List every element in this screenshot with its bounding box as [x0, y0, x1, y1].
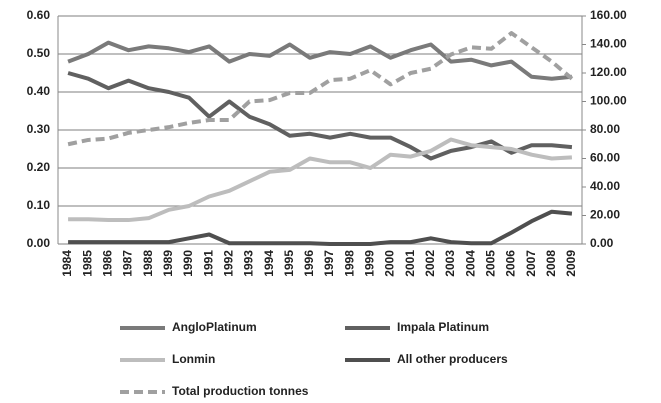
x-tick-label: 2004	[463, 250, 477, 277]
x-tick-label: 2007	[524, 250, 538, 277]
x-tick-label: 1990	[181, 250, 195, 277]
x-tick-label: 1996	[302, 250, 316, 277]
legend-label: Impala Platinum	[397, 320, 489, 334]
x-tick-label: 2001	[403, 250, 417, 277]
y-tick-label: 0.20	[27, 160, 51, 174]
y-tick-label: 0.10	[27, 198, 51, 212]
x-tick-label: 1984	[60, 250, 74, 277]
x-tick-label: 2006	[504, 250, 518, 277]
y2-tick-label: 80.00	[590, 122, 620, 136]
series-line	[68, 137, 573, 223]
series-line	[67, 40, 573, 81]
series-line	[67, 31, 574, 147]
x-tick-label: 1989	[161, 250, 175, 277]
x-tick-label: 1993	[242, 250, 256, 277]
legend-label: Total production tonnes	[172, 384, 309, 398]
x-tick-label: 2000	[383, 250, 397, 277]
series-line	[67, 71, 573, 161]
y2-tick-label: 0.00	[590, 236, 614, 250]
y2-tick-label: 60.00	[590, 151, 620, 165]
y-tick-label: 0.60	[27, 8, 51, 22]
x-tick-label: 1988	[141, 250, 155, 277]
x-tick-label: 1994	[262, 250, 276, 277]
legend-label: Lonmin	[172, 352, 215, 366]
x-tick-label: 2009	[564, 250, 578, 277]
x-tick-label: 2002	[423, 250, 437, 277]
x-tick-label: 1997	[322, 250, 336, 277]
legend-label: AngloPlatinum	[172, 320, 257, 334]
y2-tick-label: 20.00	[590, 208, 620, 222]
y2-tick-label: 160.00	[590, 8, 627, 22]
x-tick-label: 1999	[363, 250, 377, 277]
x-tick-label: 2003	[443, 250, 457, 277]
y2-tick-label: 40.00	[590, 179, 620, 193]
x-tick-label: 1992	[221, 250, 235, 277]
y2-tick-label: 140.00	[590, 37, 627, 51]
x-tick-label: 1986	[101, 250, 115, 277]
legend-label: All other producers	[397, 352, 508, 366]
series-line	[68, 209, 573, 246]
y-tick-label: 0.30	[27, 122, 51, 136]
y-tick-label: 0.00	[27, 236, 51, 250]
y2-tick-label: 100.00	[590, 94, 627, 108]
x-tick-label: 1987	[121, 250, 135, 277]
y2-tick-label: 120.00	[590, 65, 627, 79]
x-tick-label: 1991	[201, 250, 215, 277]
y-tick-label: 0.40	[27, 84, 51, 98]
x-tick-label: 2005	[483, 250, 497, 277]
x-tick-label: 1985	[80, 250, 94, 277]
x-tick-label: 1998	[342, 250, 356, 277]
x-tick-label: 2008	[544, 250, 558, 277]
x-tick-label: 1995	[282, 250, 296, 277]
y-tick-label: 0.50	[27, 46, 51, 60]
